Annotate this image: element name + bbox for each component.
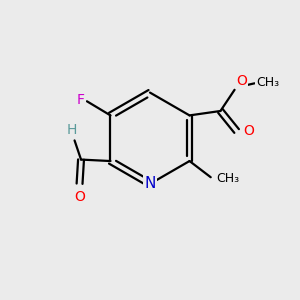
- Text: O: O: [243, 124, 254, 138]
- Text: CH₃: CH₃: [256, 76, 279, 89]
- Text: O: O: [74, 190, 85, 204]
- Text: H: H: [67, 124, 77, 137]
- Text: N: N: [144, 176, 156, 191]
- Text: CH₃: CH₃: [216, 172, 239, 185]
- Text: F: F: [76, 93, 85, 107]
- Text: O: O: [236, 74, 247, 88]
